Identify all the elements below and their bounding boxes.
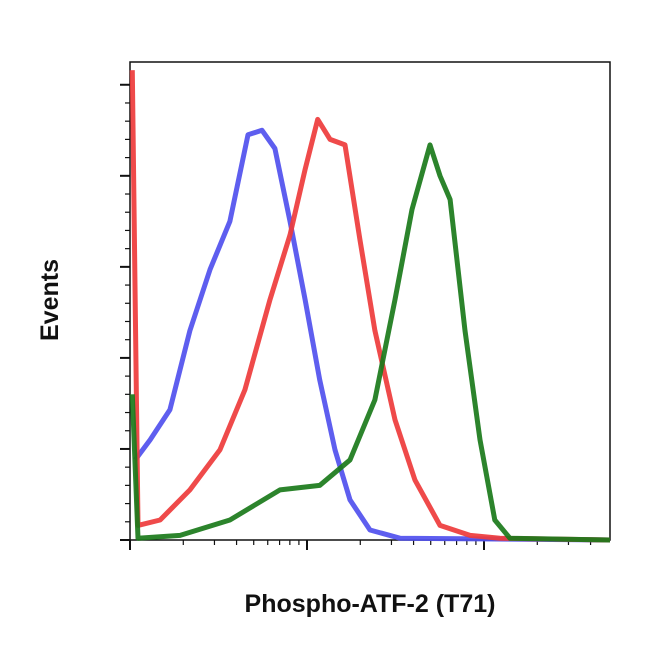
- y-axis-title: Events: [36, 259, 64, 341]
- series-line: [129, 142, 611, 543]
- x-axis-title: Phospho-ATF-2 (T71): [245, 590, 496, 618]
- series-line: [129, 70, 611, 543]
- series-line: [133, 127, 611, 543]
- plot-frame: [129, 61, 611, 541]
